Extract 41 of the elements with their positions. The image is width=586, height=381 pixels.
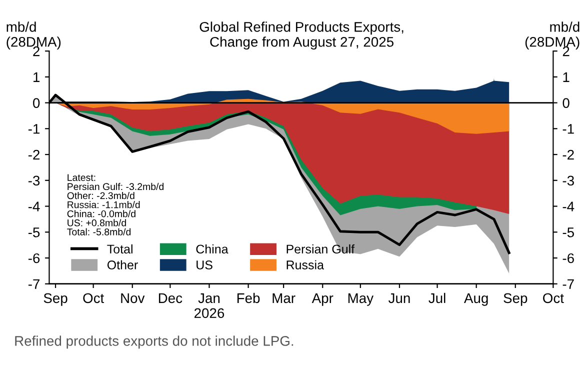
legend-label: Other [107,260,138,270]
y-tick-label: -2 [28,150,40,160]
y2-tick-label: -3 [562,176,574,186]
legend-label: Russia [286,260,324,270]
text: Refined products exports do not include LPG. [15,336,294,349]
y2-tick-label: -4 [562,202,574,212]
y2-tick-label: -5 [562,228,574,238]
y-tick-label: -6 [28,253,40,264]
y2-tick-label: 0 [562,98,570,108]
x-tick-label: Jan 2026 [194,293,224,318]
x-tick-label: Aug [464,293,488,306]
x-tick-label: Jun [388,293,410,304]
y-tick-label: -4 [28,202,40,212]
chart-title: Global Refined Products Exports, Change from August 27, 2025 [200,22,404,50]
y2-tick-label: 1 [563,72,570,82]
x-tick-label: Mar [272,293,296,304]
x-tick-label: May [348,293,374,306]
x-tick-label: Jul [428,292,446,304]
x-tick-label: Apr [312,293,334,306]
y-tick-label: -3 [28,176,40,186]
y2-tick-label: -6 [562,253,574,264]
x-tick-label: Sep [44,293,68,306]
legend-label: China [196,244,228,254]
y-tick-label: 0 [33,98,40,108]
x-tick-label: Nov [121,293,145,304]
x-tick-label: Oct [543,293,564,304]
y-tick-label: -7 [28,279,40,289]
x-tick-label: Feb [237,292,260,304]
y-tick-label: 1 [34,72,40,82]
y-tick-label: -1 [28,124,40,134]
x-tick-label: Sep [504,293,528,306]
x-tick-label: Oct [83,293,104,304]
y-tick-label: -5 [28,228,40,238]
y2-tick-label: -2 [562,150,574,160]
legend-label: Persian Gulf [286,244,355,254]
y2-tick-label: -7 [562,279,574,289]
y2-tick-label: -1 [562,124,574,134]
legend-label: Total [107,244,132,254]
x-tick-label: Dec [158,293,182,304]
annotation: Latest: Persian Gulf: -3.2mb/d Other: -2.3mb/d Russia: -1.1mb/d China: -0.0mb/d US: +0.8mb/d Total: -5.8mb/d [67,174,164,236]
legend-label: US [196,260,212,270]
